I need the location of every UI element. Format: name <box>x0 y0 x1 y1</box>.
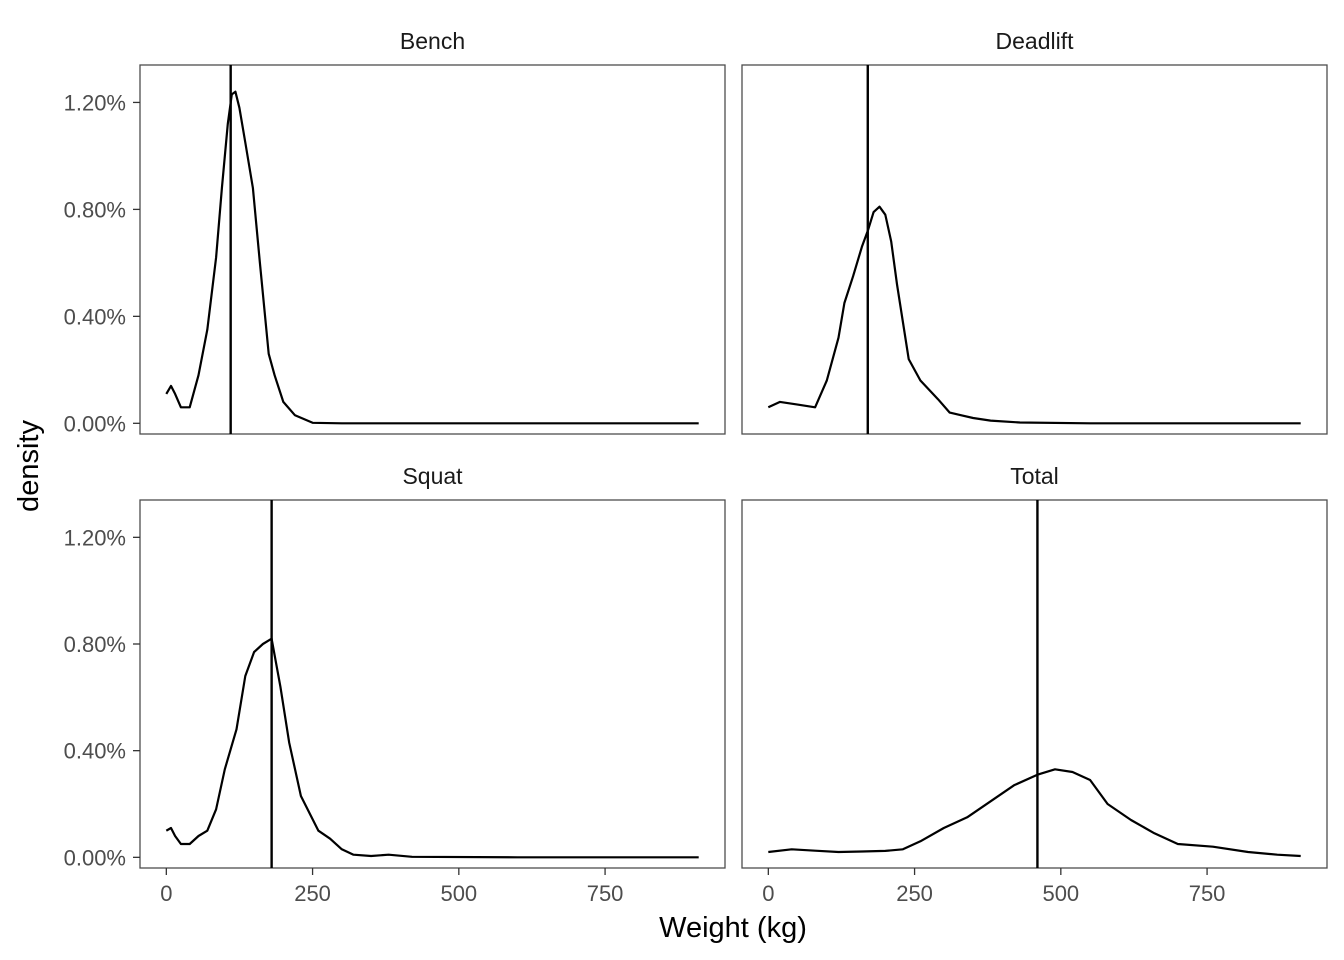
panel-squat: Squat 0.00% 0.40% 0.80% 1.20% 0 250 500 750 <box>64 463 726 906</box>
panel-deadlift: Deadlift <box>741 28 1328 435</box>
y-tick-label: 0.00% <box>64 411 126 436</box>
x-tick-label: 0 <box>160 881 172 906</box>
panel-title: Bench <box>400 28 465 54</box>
y-tick-label: 0.40% <box>64 739 126 764</box>
x-tick-label: 500 <box>440 881 477 906</box>
density-line <box>165 637 699 859</box>
y-tick-label: 1.20% <box>64 90 126 115</box>
x-axis-title: Weight (kg) <box>659 912 807 944</box>
panel-border <box>741 499 1328 869</box>
x-tick-label: 0 <box>762 881 774 906</box>
density-line <box>165 90 699 425</box>
x-tick-label: 750 <box>1189 881 1226 906</box>
density-line <box>767 205 1301 425</box>
y-tick-label: 0.40% <box>64 304 126 329</box>
y-tick-label: 0.80% <box>64 197 126 222</box>
y-tick-label: 0.80% <box>64 632 126 657</box>
y-tick-label: 1.20% <box>64 525 126 550</box>
x-tick-label: 250 <box>896 881 933 906</box>
x-tick-label: 750 <box>587 881 624 906</box>
x-tick-label: 250 <box>294 881 331 906</box>
y-tick-label: 0.00% <box>64 845 126 870</box>
y-axis-title: density <box>13 420 45 512</box>
panel-title: Deadlift <box>996 28 1075 54</box>
panel-bench: Bench 0.00% 0.40% 0.80% 1.20% <box>64 28 726 436</box>
panel-border <box>741 64 1328 435</box>
panel-border <box>139 64 726 435</box>
panel-title: Squat <box>402 463 463 489</box>
x-tick-label: 500 <box>1042 881 1079 906</box>
panel-title: Total <box>1010 463 1059 489</box>
panel-total: Total 0 250 500 750 <box>741 463 1328 906</box>
density-line <box>768 768 1301 858</box>
panel-border <box>139 499 726 869</box>
